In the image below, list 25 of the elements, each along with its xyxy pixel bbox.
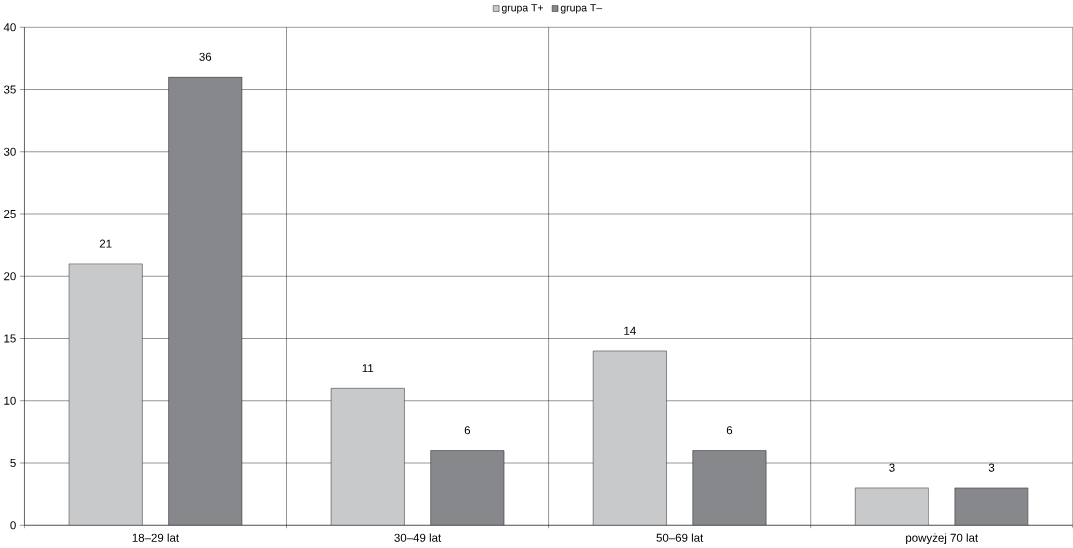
y-tick-label: 40 <box>3 23 16 32</box>
x-tick-label: 30–49 lat <box>394 533 442 543</box>
data-label: 14 <box>624 327 636 335</box>
y-tick-label: 0 <box>10 521 16 530</box>
data-label: 21 <box>99 239 112 248</box>
legend-label: grupa T+ <box>501 4 543 14</box>
bar <box>855 487 929 526</box>
y-tick-label: 10 <box>4 396 16 406</box>
data-label: 36 <box>199 52 212 62</box>
y-tick-label: 30 <box>3 147 16 157</box>
data-label: 11 <box>362 364 374 373</box>
data-label: 6 <box>726 426 733 435</box>
y-tick-label: 5 <box>10 459 16 468</box>
data-label: 6 <box>464 426 471 435</box>
y-tick-label: 25 <box>4 210 16 219</box>
data-label: 3 <box>889 463 895 472</box>
legend-label: grupa T– <box>560 4 603 14</box>
data-label: 3 <box>988 463 995 472</box>
y-tick-label: 35 <box>3 85 16 94</box>
x-tick-label: 50–69 lat <box>656 533 704 543</box>
y-tick-label: 20 <box>4 272 16 281</box>
x-tick-label: 18–29 lat <box>132 533 179 543</box>
bar <box>954 487 1029 526</box>
y-tick-label: 15 <box>4 334 16 343</box>
x-tick-label: powyżej 70 lat <box>906 533 979 545</box>
